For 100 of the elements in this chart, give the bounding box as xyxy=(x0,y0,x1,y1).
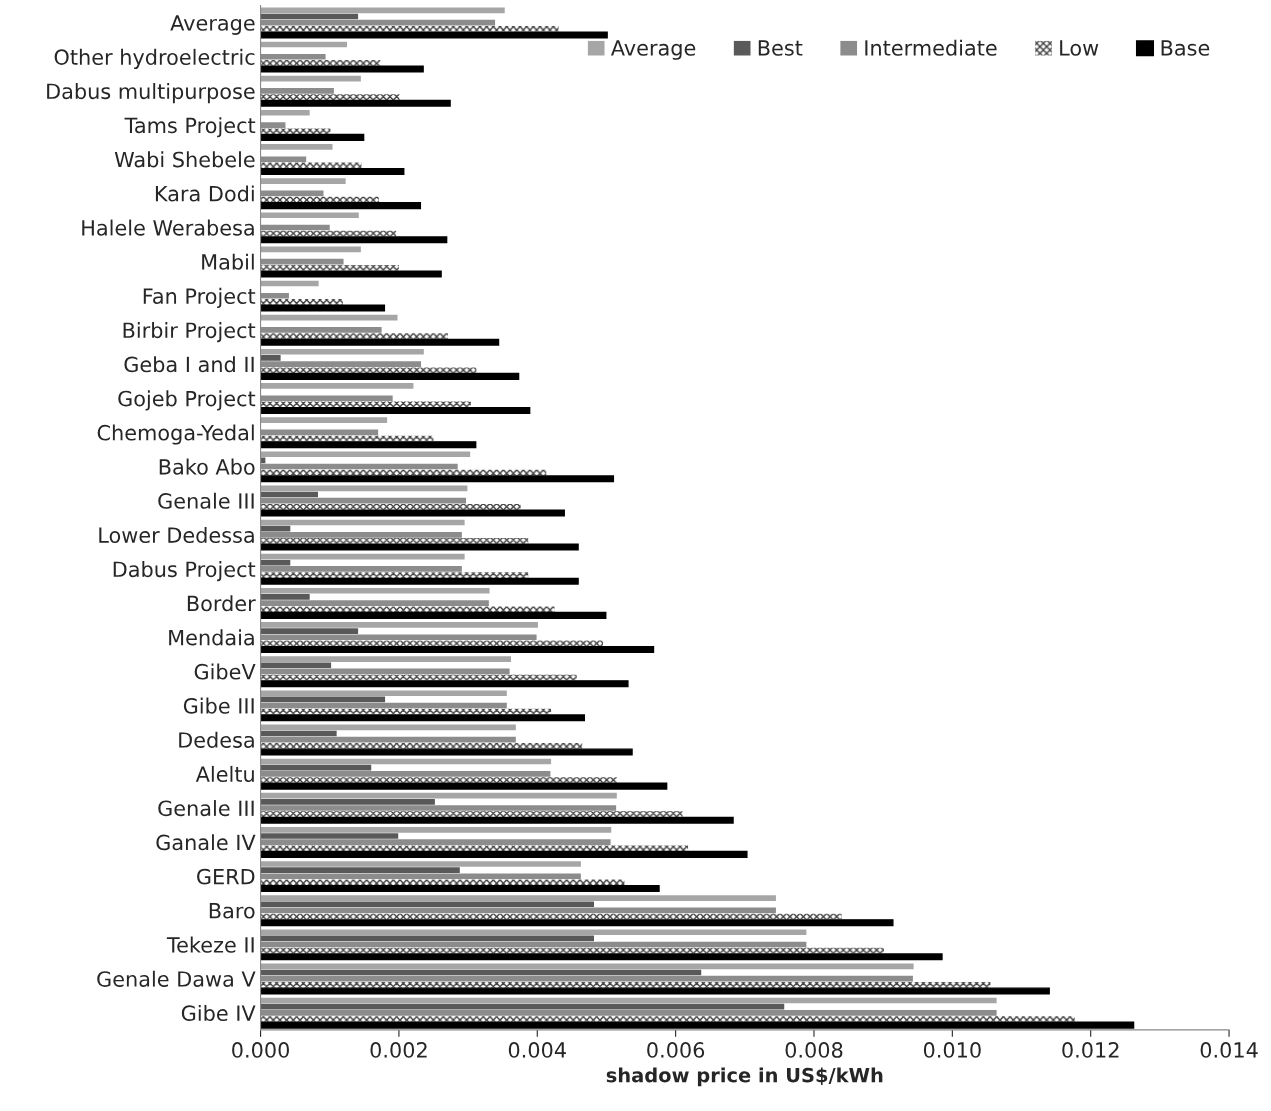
y-tick-label: Birbir Project xyxy=(123,322,256,343)
y-tick-label: Geba I and II xyxy=(124,356,254,373)
y-tick-label: GERD xyxy=(197,868,255,885)
y-tick-label: Bako Abo xyxy=(159,458,255,475)
y-tick-label: Fan Project xyxy=(143,287,256,309)
y-tick-label: Average xyxy=(170,15,255,35)
bar xyxy=(260,929,807,936)
bar xyxy=(260,133,365,141)
bar xyxy=(260,811,683,817)
bar xyxy=(260,212,359,219)
legend-label: Base xyxy=(1161,40,1210,56)
bar xyxy=(260,816,734,824)
bar xyxy=(260,348,424,355)
bar xyxy=(260,850,748,858)
y-tick-label: Mabil xyxy=(202,253,254,270)
x-tick-label: 0.008 xyxy=(785,1042,843,1058)
y-tick-label: Genale Dawa V xyxy=(97,970,256,987)
bar xyxy=(260,782,668,790)
bar xyxy=(260,355,281,361)
y-tick-label: GibeV xyxy=(194,663,256,680)
bar xyxy=(260,31,608,39)
y-tick-label: Other hydroelectric xyxy=(54,48,255,70)
bar xyxy=(260,1016,1075,1022)
x-tick-label: 0.014 xyxy=(1200,1042,1258,1058)
bar xyxy=(260,202,422,210)
bar xyxy=(260,885,660,893)
bar xyxy=(260,798,435,805)
bar xyxy=(260,383,414,389)
x-axis-title: shadow price in US$/kWh xyxy=(606,1067,883,1087)
bar xyxy=(260,867,460,873)
bar xyxy=(260,662,332,669)
bar xyxy=(260,656,511,662)
bar xyxy=(260,128,331,135)
bar xyxy=(260,372,520,380)
y-tick-label: Lower Dedessa xyxy=(99,526,254,544)
bar xyxy=(260,577,579,585)
bar xyxy=(260,299,343,305)
bar xyxy=(260,509,565,517)
x-tick-label: 0.002 xyxy=(370,1042,427,1058)
bar xyxy=(260,628,359,634)
y-tick-label: Border xyxy=(187,595,256,612)
y-tick-label: Gojeb Project xyxy=(118,390,256,411)
bar xyxy=(260,109,310,116)
y-tick-label: Dabus Project xyxy=(113,561,256,582)
y-tick-label: Baro xyxy=(209,903,255,919)
bar xyxy=(260,417,388,423)
y-tick-label: Genale III xyxy=(158,800,254,817)
bar xyxy=(260,338,500,346)
bar xyxy=(260,587,490,594)
y-tick-label: Genale III xyxy=(158,492,254,509)
bar xyxy=(260,451,471,458)
y-tick-label: Gibe III xyxy=(183,697,254,714)
bar xyxy=(260,367,477,374)
bar xyxy=(260,270,442,278)
bar xyxy=(260,304,386,312)
y-tick-label: Gibe IV xyxy=(181,1004,256,1022)
bar xyxy=(260,833,399,839)
bar xyxy=(260,406,531,415)
legend-label: Intermediate xyxy=(865,39,997,56)
bar xyxy=(260,606,555,613)
y-tick-label: Chemoga-Yedal xyxy=(97,424,254,445)
legend-label: Low xyxy=(1060,40,1099,56)
bar xyxy=(260,475,615,483)
bar xyxy=(260,646,655,654)
y-tick-label: Ganale IV xyxy=(156,834,256,851)
bar xyxy=(260,144,333,150)
bar xyxy=(260,559,291,566)
bar xyxy=(260,65,424,73)
bar xyxy=(260,953,943,961)
bar xyxy=(260,919,894,927)
x-tick-label: 0.000 xyxy=(232,1042,289,1058)
bar xyxy=(260,60,381,66)
y-tick-label: Tams Project xyxy=(124,117,256,138)
bar xyxy=(260,543,579,551)
bar xyxy=(260,845,689,852)
y-tick-label: Kara Dodi xyxy=(155,185,254,202)
bar xyxy=(260,1003,785,1010)
y-tick-label: Mendaia xyxy=(169,629,254,646)
bar xyxy=(260,987,1050,995)
bar xyxy=(260,333,449,339)
bar xyxy=(260,690,507,697)
x-tick-label: 0.012 xyxy=(1062,1042,1119,1058)
bar xyxy=(260,167,405,176)
bar xyxy=(260,94,400,100)
legend-label: Average xyxy=(610,40,696,60)
bar xyxy=(260,826,612,833)
bar xyxy=(260,777,617,783)
bar xyxy=(260,572,529,578)
bar xyxy=(260,861,581,867)
bar xyxy=(260,99,451,107)
y-tick-label: Dedesa xyxy=(179,731,254,748)
x-tick-label: 0.006 xyxy=(647,1042,705,1058)
y-tick-label: Aleltu xyxy=(195,765,254,783)
bar xyxy=(260,895,776,901)
bar xyxy=(260,236,448,244)
bar xyxy=(260,441,477,449)
bar xyxy=(260,622,538,628)
x-tick-label: 0.004 xyxy=(508,1042,566,1058)
y-tick-label: Halele Werabesa xyxy=(82,219,254,236)
bar xyxy=(260,178,346,184)
